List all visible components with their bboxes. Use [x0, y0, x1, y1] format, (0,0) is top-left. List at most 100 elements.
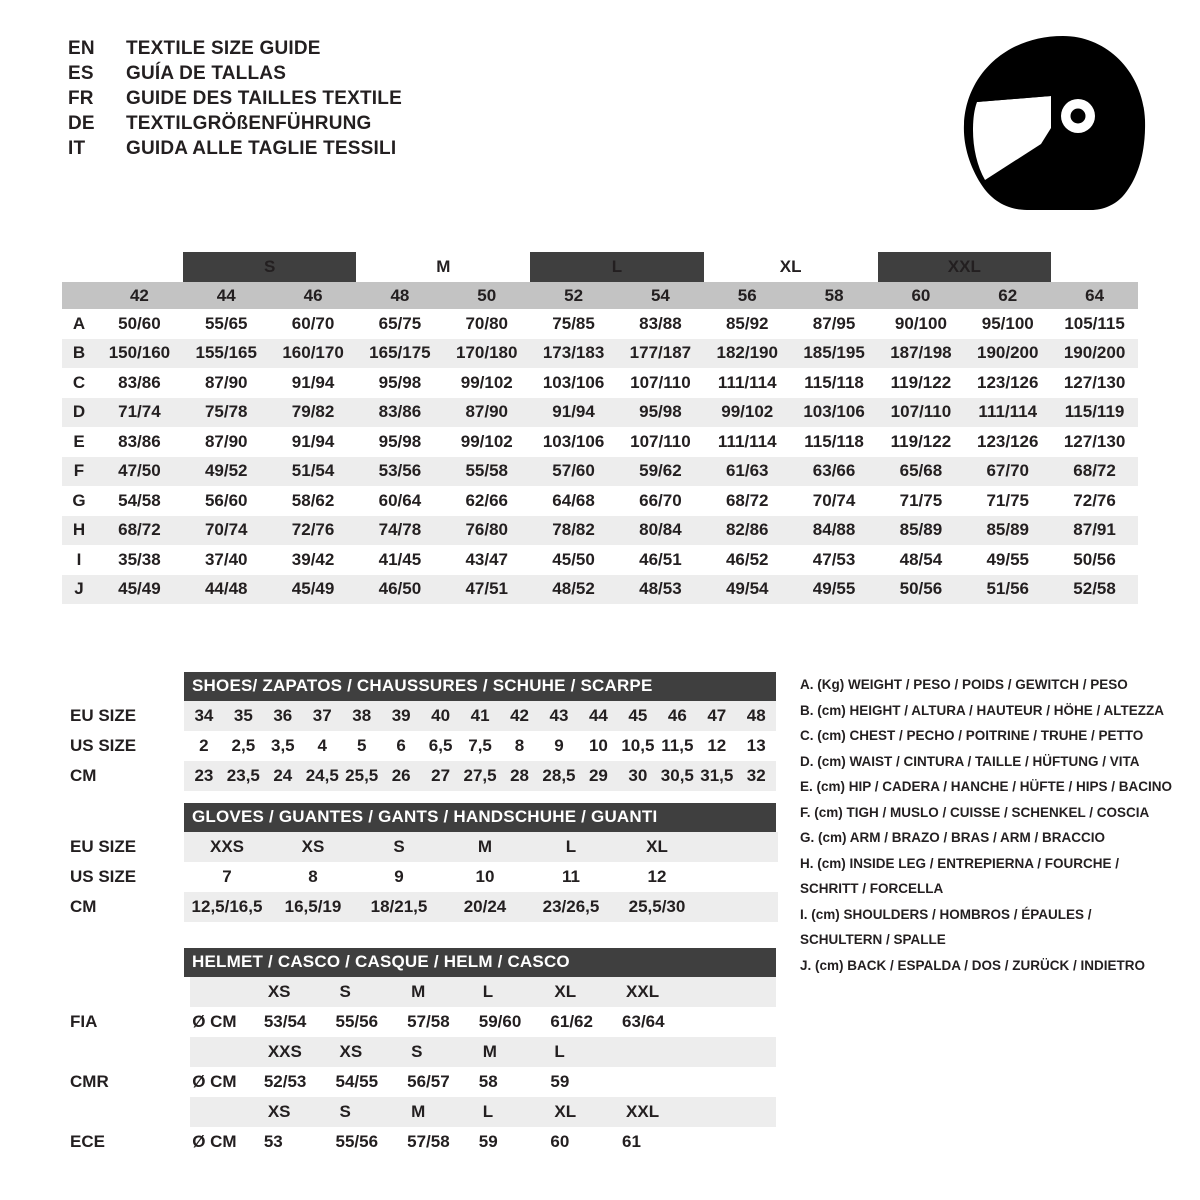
helmet-size-cell: S — [333, 1097, 406, 1127]
helmet-measure-cell: 63/64 — [620, 1007, 692, 1037]
measurement-cell: 50/56 — [877, 574, 965, 604]
cell-spacer — [700, 832, 778, 862]
size-header-cell: 62 — [964, 282, 1052, 309]
size-header-cell: 54 — [616, 282, 704, 309]
helmet-size-cell: L — [548, 1037, 621, 1067]
size-row-corner — [62, 282, 96, 309]
size-cell: 11,5 — [657, 731, 698, 761]
size-cell: 11 — [528, 862, 614, 892]
table-row: D 71/74 75/78 79/82 83/86 87/90 91/94 95/98 99/1… — [62, 397, 1138, 427]
measurement-cell: 127/130 — [1051, 427, 1138, 457]
size-cell: 25,5 — [341, 761, 382, 791]
measurement-cell: 51/56 — [964, 574, 1052, 604]
table-row: EU SIZE XXS XS S M L XL — [68, 832, 778, 862]
size-header-cell: 50 — [443, 282, 531, 309]
measurement-cell: 74/78 — [356, 515, 444, 545]
gloves-table-title: GLOVES / GUANTES / GANTS / HANDSCHUHE / … — [184, 803, 776, 832]
measurement-cell: 45/49 — [96, 574, 183, 604]
measurement-key: B — [62, 338, 96, 368]
measurement-cell: 58/62 — [269, 486, 357, 516]
measurement-cell: 103/106 — [790, 397, 878, 427]
measurement-cell: 99/102 — [703, 397, 791, 427]
size-cell: 25,5/30 — [614, 892, 700, 922]
measurement-key: J — [62, 574, 96, 604]
measurement-cell: 76/80 — [443, 515, 531, 545]
legend-line: G. (cm) ARM / BRAZO / BRAS / ARM / BRACC… — [800, 830, 1105, 845]
cell-spacer — [700, 862, 778, 892]
size-cell: 24,5 — [302, 761, 342, 791]
size-cell: XS — [270, 832, 356, 862]
legend-line: I. (cm) SHOULDERS / HOMBROS / ÉPAULES / — [800, 906, 1092, 922]
size-header-cell: 52 — [530, 282, 617, 309]
measurement-cell: 95/98 — [356, 427, 444, 457]
size-cell: XL — [614, 832, 700, 862]
helmet-size-cell: XS — [333, 1037, 406, 1067]
table-row: J 45/49 44/48 45/49 46/50 47/51 48/52 48/53 49/5… — [62, 574, 1138, 604]
shoes-table: EU SIZE 34 35 36 37 38 39 40 41 42 43 44 45 46 47 48 US … — [68, 701, 776, 791]
measurement-cell: 55/58 — [443, 456, 531, 486]
measurement-cell: 182/190 — [703, 338, 791, 368]
header-line-de: DE TEXTILGRÖßENFÜHRUNG — [68, 113, 588, 138]
helmet-standard-label: FIA — [68, 1007, 191, 1037]
header-line-fr: FR GUIDE DES TAILLES TEXTILE — [68, 88, 588, 113]
helmet-size-row: XS S M L XL XXL — [68, 1097, 776, 1127]
size-band-s: S — [182, 252, 357, 282]
table-row: I 35/38 37/40 39/42 41/45 43/47 45/50 46/51 46/5… — [62, 545, 1138, 575]
measurement-cell: 78/82 — [530, 515, 617, 545]
measurement-cell: 53/56 — [356, 456, 444, 486]
measurement-cell: 39/42 — [269, 545, 357, 575]
size-cell: 28,5 — [539, 761, 579, 791]
helmet-measure-cell: 59/60 — [476, 1007, 549, 1037]
size-cell: 3,5 — [263, 731, 303, 761]
size-cell: 30,5 — [657, 761, 698, 791]
measurement-cell: 43/47 — [443, 545, 531, 575]
measurement-cell: 67/70 — [964, 456, 1052, 486]
measurement-cell: 190/200 — [1051, 338, 1138, 368]
measurement-cell: 99/102 — [443, 368, 531, 398]
helmet-value-row: CMR Ø CM 52/53 54/55 56/57 58 59 — [68, 1067, 776, 1097]
helmet-measure-cell: 55/56 — [333, 1127, 406, 1157]
measurement-cell: 115/119 — [1051, 397, 1138, 427]
helmet-unit-label: Ø CM — [190, 1067, 262, 1097]
table-row: F 47/50 49/52 51/54 53/56 55/58 57/60 59/62 61/6… — [62, 456, 1138, 486]
helmet-size-cell: M — [405, 977, 477, 1007]
helmet-measure-cell: 58 — [476, 1067, 549, 1097]
measurement-cell: 85/89 — [964, 515, 1052, 545]
table-row: CM 23 23,5 24 24,5 25,5 26 27 27,5 28 28,5 29 30 30,5… — [68, 761, 776, 791]
measurement-cell: 56/60 — [182, 486, 270, 516]
measurement-cell: 95/98 — [356, 368, 444, 398]
unit-spacer — [190, 1037, 262, 1067]
table-row: C 83/86 87/90 91/94 95/98 99/102 103/106 107/11… — [62, 368, 1138, 398]
size-cell: 45 — [618, 701, 658, 731]
header-lang-code: ES — [68, 63, 94, 84]
measurement-cell: 46/50 — [356, 574, 444, 604]
size-header-cell: 56 — [703, 282, 791, 309]
measurement-cell: 68/72 — [1051, 456, 1138, 486]
band-spacer — [62, 252, 96, 282]
header-lang-code: IT — [68, 138, 86, 159]
size-cell: M — [442, 832, 528, 862]
measurement-cell: 87/91 — [1051, 515, 1138, 545]
measurement-cell: 85/89 — [877, 515, 965, 545]
measurement-cell: 65/68 — [877, 456, 965, 486]
measurement-cell: 64/68 — [530, 486, 617, 516]
helmet-size-table: HELMET / CASCO / CASQUE / HELM / CASCO X… — [68, 948, 776, 1157]
measurement-cell: 111/114 — [703, 368, 791, 398]
row-label: CM — [68, 892, 184, 922]
header-title-text: GUIDA ALLE TAGLIE TESSILI — [126, 138, 397, 159]
measurement-cell: 99/102 — [443, 427, 531, 457]
measurement-cell: 68/72 — [703, 486, 791, 516]
size-cell: 13 — [736, 731, 776, 761]
legend-line: SCHULTERN / SPALLE — [800, 932, 946, 947]
helmet-size-cell: XS — [261, 1097, 334, 1127]
helmet-size-row: XS S M L XL XXL — [68, 977, 776, 1007]
measurement-cell: 87/90 — [182, 368, 270, 398]
measurement-cell: 71/75 — [877, 486, 965, 516]
measurement-cell: 68/72 — [96, 515, 183, 545]
measurement-cell: 49/54 — [703, 574, 791, 604]
helmet-size-cell: XS — [261, 977, 334, 1007]
measurement-cell: 37/40 — [182, 545, 270, 575]
measurement-cell: 115/118 — [790, 368, 878, 398]
measurement-cell: 87/90 — [182, 427, 270, 457]
helmet-measure-cell — [620, 1067, 692, 1097]
